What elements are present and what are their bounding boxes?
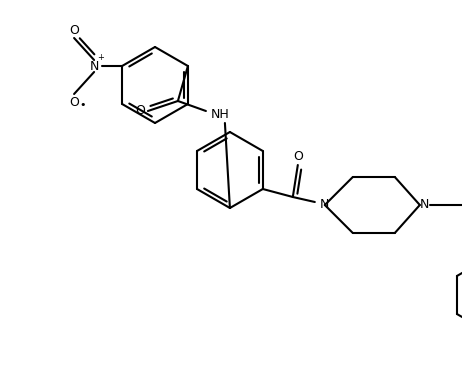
Text: NH: NH [211, 109, 229, 121]
Text: •: • [80, 100, 86, 110]
Text: +: + [97, 54, 104, 62]
Text: N: N [420, 199, 430, 211]
Text: O: O [135, 104, 145, 118]
Text: O: O [69, 24, 79, 36]
Text: O: O [293, 149, 303, 163]
Text: O: O [69, 95, 79, 109]
Text: N: N [90, 59, 99, 73]
Text: N: N [320, 199, 329, 211]
